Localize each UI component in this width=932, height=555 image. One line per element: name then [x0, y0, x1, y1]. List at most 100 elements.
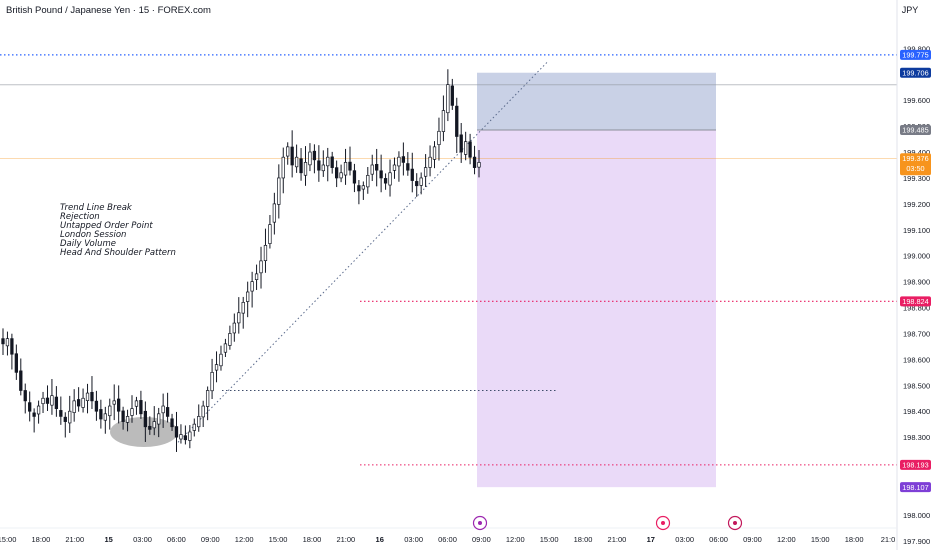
y-tick-label: 199.000: [903, 252, 930, 261]
candle-body: [299, 158, 303, 174]
candle-body: [326, 156, 330, 167]
candle-body: [397, 156, 401, 167]
y-tick-label: 198.800: [903, 304, 930, 313]
candle-body: [32, 412, 36, 417]
candle-body: [90, 391, 94, 402]
price-label-box-6: [900, 482, 931, 493]
candle-body: [348, 161, 352, 171]
candle-body: [410, 168, 414, 181]
candle-body: [317, 160, 321, 171]
price-label-0: 199.775: [902, 50, 928, 59]
x-tick-label: 18:00: [303, 535, 322, 544]
candle-body: [294, 156, 299, 168]
candle-body: [272, 203, 277, 223]
candle-body: [81, 397, 85, 408]
x-tick-label: 18:00: [31, 535, 50, 544]
candle-body: [99, 409, 103, 420]
candle-body: [103, 413, 107, 421]
candle-body: [14, 353, 18, 373]
candle-body: [303, 162, 308, 176]
y-tick-label: 198.000: [903, 511, 930, 520]
candle-body: [437, 130, 441, 146]
candle-body: [308, 151, 312, 166]
candle-body: [250, 281, 254, 292]
symbol-title[interactable]: British Pound / Japanese Yen · 15 · FORE…: [6, 5, 211, 16]
x-tick-label: 12:00: [777, 535, 796, 544]
y-tick-label: 199.200: [903, 200, 930, 209]
y-tick-label: 199.400: [903, 148, 930, 157]
candle-body: [50, 395, 54, 406]
x-tick-label: 15:00: [0, 535, 16, 544]
candle-body: [5, 338, 10, 347]
candle-body: [343, 162, 348, 176]
pattern-ellipse: [110, 417, 178, 447]
candle-body: [72, 400, 76, 413]
price-label-box-0: [900, 49, 931, 60]
x-tick-label: 06:00: [438, 535, 457, 544]
candle-body: [54, 396, 59, 409]
candle-body: [183, 435, 188, 441]
candle-body: [112, 400, 116, 405]
y-tick-label: 199.600: [903, 96, 930, 105]
price-label-box-4: [900, 296, 931, 307]
candle-body: [334, 167, 339, 179]
candle-body: [366, 175, 370, 188]
y-tick-label: 198.600: [903, 355, 930, 364]
candle-body: [94, 400, 99, 412]
candle-body: [277, 177, 281, 205]
candle-body: [63, 416, 67, 422]
candle-body: [1, 338, 5, 345]
candle-body: [76, 399, 81, 407]
candle-body: [188, 431, 192, 441]
event-icons: [472, 515, 743, 531]
x-tick-label: 03:00: [675, 535, 694, 544]
x-tick-label: 12:00: [506, 535, 525, 544]
candle-body: [117, 398, 121, 412]
candle-body: [361, 185, 365, 190]
candle-body: [312, 150, 317, 161]
candle-body: [339, 172, 343, 179]
candle-body: [228, 333, 232, 346]
candle-body: [219, 353, 223, 367]
candle-body: [170, 418, 174, 428]
candle-body: [148, 425, 152, 430]
candle-body: [161, 405, 165, 414]
stop-loss-zone: [477, 72, 716, 131]
candle-body: [401, 156, 406, 163]
candle-body: [432, 146, 437, 160]
x-tick-label: 16: [376, 535, 384, 544]
candle-body: [423, 167, 428, 177]
candle-body: [237, 312, 241, 324]
x-tick-label: 15: [104, 535, 112, 544]
candle-body: [370, 164, 374, 175]
y-tick-label: 199.300: [903, 174, 930, 183]
candle-body: [352, 170, 357, 184]
candle-body: [125, 416, 130, 423]
candle-body: [232, 322, 236, 334]
candle-body: [415, 181, 419, 187]
candle-body: [392, 164, 397, 171]
candle-body: [59, 410, 63, 417]
note-2: Rejection: [60, 212, 100, 222]
note-1: Trend Line Break: [60, 203, 132, 213]
candles-layer: [1, 69, 481, 452]
y-tick-label: 198.500: [903, 381, 930, 390]
candle-body: [383, 178, 388, 184]
candle-body: [68, 410, 72, 424]
currency-label[interactable]: JPY: [901, 5, 919, 15]
note-3: Untapped Order Point: [60, 221, 153, 231]
x-tick-label: 21:00: [65, 535, 84, 544]
candle-body: [108, 405, 112, 417]
x-tick-label: 21:00: [336, 535, 355, 544]
candle-body: [441, 110, 446, 132]
calendar-event-icon-dot: [733, 521, 737, 525]
candle-body: [139, 400, 143, 415]
price-label-box-1: [900, 67, 931, 78]
candle-body: [210, 371, 214, 392]
candle-body: [143, 410, 148, 428]
candle-body: [165, 407, 170, 417]
candle-body: [459, 134, 463, 153]
position-zones: [477, 72, 716, 488]
